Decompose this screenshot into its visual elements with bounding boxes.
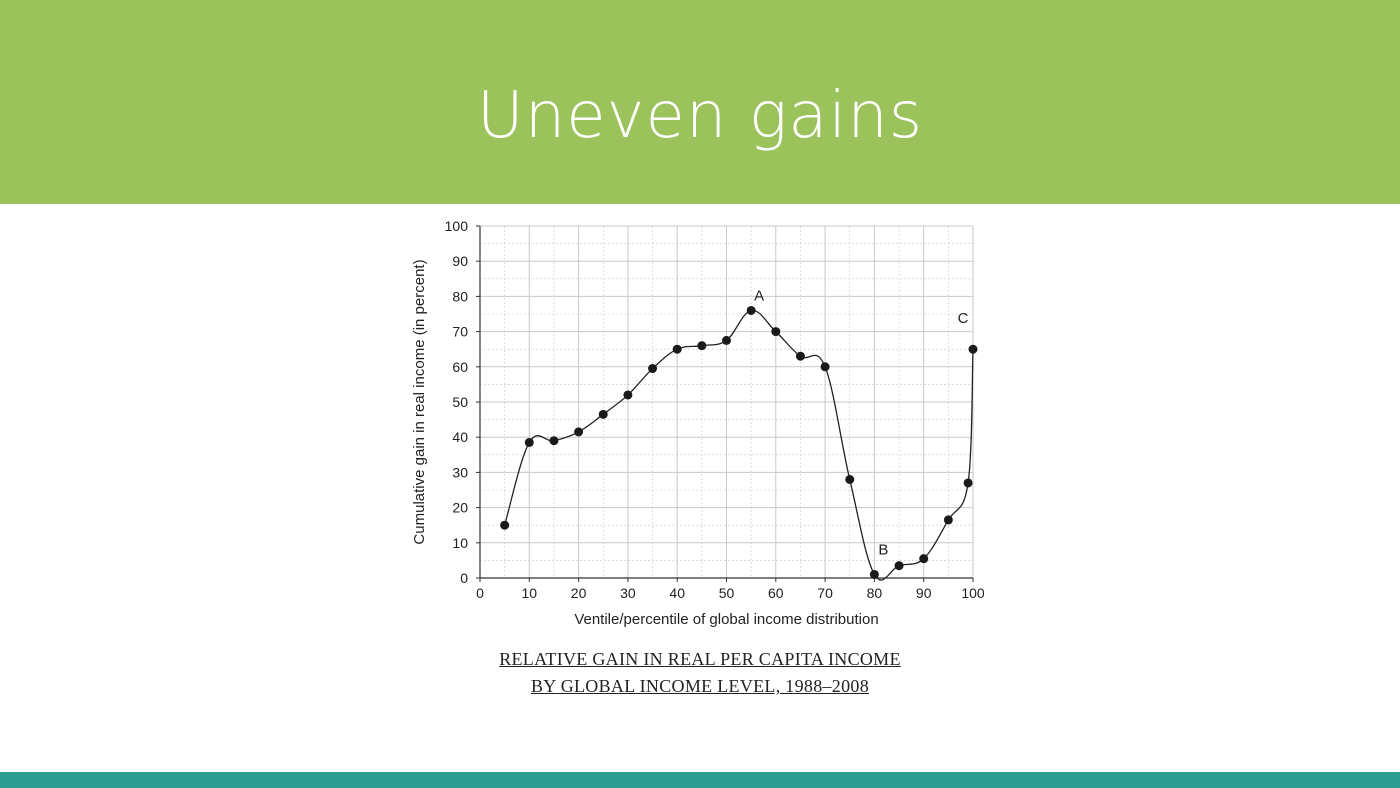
chart-caption-line-1: RELATIVE GAIN IN REAL PER CAPITA INCOME — [499, 649, 901, 669]
data-point — [574, 427, 584, 437]
chart-grid — [479, 225, 974, 579]
y-tick-label: 10 — [452, 535, 468, 551]
footer-bar — [0, 772, 1400, 788]
data-point — [672, 344, 682, 354]
data-point — [722, 335, 731, 345]
y-tick-label: 70 — [452, 324, 468, 340]
data-point — [648, 364, 658, 374]
x-tick-label: 10 — [522, 585, 538, 601]
data-point — [845, 474, 855, 484]
y-tick-label: 20 — [452, 500, 468, 516]
x-tick-label: 90 — [916, 585, 932, 601]
y-tick-label: 50 — [452, 394, 468, 410]
y-tick-label: 60 — [452, 359, 468, 375]
x-tick-label: 30 — [620, 585, 636, 601]
y-tick-label: 100 — [445, 218, 469, 234]
data-point — [869, 569, 879, 579]
x-tick-label: 70 — [817, 585, 833, 601]
data-point — [623, 390, 633, 400]
x-tick-label: 0 — [476, 585, 484, 601]
annotation-a: A — [754, 287, 764, 304]
data-point — [771, 327, 781, 337]
x-tick-label: 100 — [961, 585, 985, 601]
y-tick-label: 80 — [452, 288, 468, 304]
data-point — [919, 554, 929, 564]
data-point — [795, 351, 805, 361]
y-tick-label: 40 — [452, 429, 468, 445]
data-point — [963, 478, 973, 488]
data-point — [697, 341, 707, 351]
x-tick-label: 40 — [669, 585, 685, 601]
data-point — [500, 520, 510, 530]
chart-points — [500, 305, 978, 579]
x-tick-label: 60 — [768, 585, 784, 601]
gain-chart: 0 10 20 30 40 50 60 70 80 90 100 0 10 20 30 40 50 60 70 80 9… — [411, 218, 985, 628]
x-tick-label: 50 — [719, 585, 735, 601]
slide-title: Uneven gains — [476, 79, 924, 153]
data-point — [598, 409, 608, 419]
data-point — [943, 515, 953, 525]
annotation-c: C — [958, 310, 969, 327]
y-tick-label: 0 — [460, 570, 468, 586]
chart-line-layer — [504, 309, 974, 581]
chart-axes: 0 10 20 30 40 50 60 70 80 90 100 0 10 20 30 40 50 60 70 80 9… — [445, 218, 985, 601]
y-axis-label: Cumulative gain in real income (in perce… — [411, 259, 428, 544]
x-tick-label: 80 — [867, 585, 883, 601]
title-banner — [0, 0, 1400, 204]
y-tick-label: 30 — [452, 464, 468, 480]
chart-caption-line-2: BY GLOBAL INCOME LEVEL, 1988–2008 — [530, 676, 870, 696]
data-point — [968, 344, 978, 354]
series-line — [504, 309, 974, 581]
annotation-b: B — [878, 541, 888, 558]
chart-annotations: A B C — [754, 287, 968, 558]
x-axis-label: Ventile/percentile of global income dist… — [574, 611, 878, 628]
data-point — [820, 362, 830, 372]
data-point — [549, 436, 559, 446]
y-tick-label: 90 — [452, 253, 468, 269]
x-tick-label: 20 — [571, 585, 587, 601]
data-point — [524, 437, 534, 447]
data-point — [746, 305, 756, 315]
data-point — [894, 561, 904, 571]
